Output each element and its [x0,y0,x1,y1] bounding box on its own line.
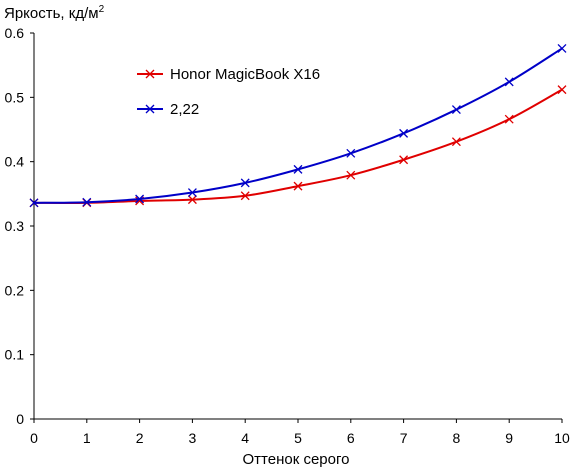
data-point-marker [504,114,514,124]
legend-marker [145,69,155,79]
y-tick-label: 0 [16,411,24,427]
x-tick-label: 2 [136,430,144,446]
y-axis-ticks: 0 0.1 0.2 0.3 0.4 0.5 0.6 [5,25,34,427]
legend-label: 2,22 [170,101,199,118]
y-tick-label: 0.4 [5,154,25,170]
series-layer [29,43,567,208]
data-point-marker [82,197,92,207]
x-tick-label: 0 [30,430,38,446]
y-tick-label: 0.3 [5,218,25,234]
y-tick-label: 0.6 [5,25,25,41]
data-point-marker [135,194,145,204]
y-tick-label: 0.2 [5,282,25,298]
data-point-marker [399,128,409,138]
data-point-marker [187,195,197,205]
series-1 [29,85,567,208]
data-point-marker [451,105,461,115]
legend-item-1: Honor MagicBook X16 [137,66,320,83]
data-point-marker [240,191,250,201]
x-tick-label: 7 [400,430,408,446]
x-tick-label: 5 [294,430,302,446]
data-point-marker [451,137,461,147]
data-point-marker [346,170,356,180]
x-tick-label: 9 [505,430,513,446]
legend-marker [145,104,155,114]
y-tick-label: 0.1 [5,347,25,363]
data-point-marker [187,188,197,198]
x-tick-label: 10 [554,430,570,446]
data-point-marker [293,164,303,174]
x-tick-label: 8 [453,430,461,446]
data-point-marker [346,148,356,158]
data-point-marker [240,178,250,188]
legend-item-2: 2,22 [137,101,199,118]
data-point-marker [29,198,39,208]
data-point-marker [399,155,409,165]
series-2 [29,43,567,208]
axes [33,33,562,420]
x-axis-title: Оттенок серого [243,451,350,468]
x-tick-label: 4 [241,430,249,446]
legend: Honor MagicBook X16 2,22 [137,66,320,118]
x-tick-label: 6 [347,430,355,446]
x-tick-label: 3 [189,430,197,446]
data-point-marker [293,181,303,191]
legend-label: Honor MagicBook X16 [170,66,320,83]
x-axis-ticks: 0 1 2 3 4 5 6 7 8 9 10 [30,419,570,446]
x-tick-label: 1 [83,430,91,446]
data-point-marker [557,85,567,95]
data-point-marker [557,43,567,53]
y-axis-title: Яркость, кд/м2 [4,4,105,22]
data-point-marker [504,77,514,87]
y-tick-label: 0.5 [5,89,25,105]
